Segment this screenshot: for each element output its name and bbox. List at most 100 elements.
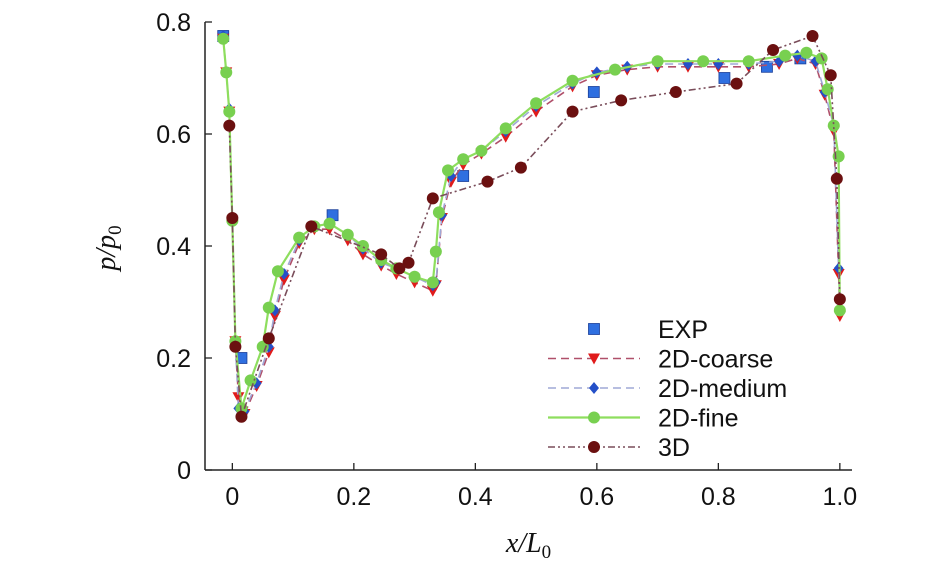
legend-item-exp: EXP: [588, 316, 708, 344]
data-point-3d: [830, 172, 843, 185]
data-point-3d: [393, 262, 406, 275]
data-point-2d-fine: [323, 217, 336, 230]
data-point-2d-fine: [609, 63, 622, 76]
data-point-2d-fine: [244, 374, 257, 387]
data-point-exp: [457, 170, 470, 182]
y-tick-label: 0.4: [156, 233, 191, 261]
legend-label: 3D: [658, 434, 690, 462]
data-point-3d: [566, 105, 579, 118]
data-point-2d-fine: [429, 245, 442, 258]
x-tick-label: 0.6: [579, 483, 614, 511]
legend-item-2d-fine: 2D-fine: [548, 405, 739, 433]
data-point-3d: [223, 119, 236, 132]
data-point-3d: [824, 69, 837, 82]
data-point-3d: [375, 248, 388, 261]
data-point-2d-coarse: [499, 131, 512, 143]
legend-label: 2D-coarse: [658, 346, 773, 374]
data-point-2d-fine: [432, 206, 445, 219]
legend-label: EXP: [658, 316, 708, 344]
y-tick-label: 0.2: [156, 345, 191, 373]
data-point-2d-fine: [220, 66, 233, 79]
data-point-2d-fine: [697, 55, 710, 68]
data-point-2d-fine: [779, 49, 792, 62]
data-point-2d-fine: [815, 52, 828, 65]
ticks: 0 0.2 0.4 0.6 0.8 1.0 0 0.2 0.4 0.6 0.8: [156, 9, 857, 511]
x-tick-label: 0.8: [701, 483, 736, 511]
series-exp: [217, 30, 807, 364]
y-tick-label: 0: [177, 457, 191, 485]
data-point-2d-fine: [217, 32, 230, 45]
data-point-3d: [730, 77, 743, 90]
x-tick-label: 0.4: [458, 483, 493, 511]
data-point-3d: [305, 220, 318, 233]
data-point-3d: [833, 293, 846, 306]
data-point-2d-fine: [356, 240, 369, 252]
data-point-3d: [514, 161, 527, 174]
legend-marker: [588, 323, 600, 335]
legend-marker: [589, 382, 599, 394]
series-line-3d: [228, 35, 841, 418]
y-axis-label-sub: 0: [105, 225, 126, 235]
data-point-3d: [229, 340, 242, 353]
y-tick-label: 0.8: [156, 9, 191, 37]
data-point-2d-fine: [256, 340, 269, 353]
data-point-3d: [262, 332, 275, 345]
plot-area: [217, 30, 846, 423]
data-point-3d: [402, 256, 415, 269]
x-tick-label: 0.2: [336, 483, 371, 511]
data-point-2d-fine: [566, 74, 579, 87]
data-point-2d-fine: [271, 265, 284, 278]
legend-label: 2D-medium: [658, 375, 787, 403]
legend-item-2d-medium: 2D-medium: [548, 375, 787, 403]
data-point-2d-fine: [341, 228, 354, 241]
data-point-2d-fine: [293, 231, 306, 244]
series-3d: [223, 30, 846, 423]
data-point-2d-coarse: [356, 249, 369, 261]
data-point-2d-fine: [499, 122, 512, 135]
x-axis-label-sub: 0: [542, 542, 552, 563]
data-point-2d-fine: [223, 105, 236, 118]
data-point-2d-coarse: [277, 274, 290, 286]
data-point-2d-fine: [800, 46, 813, 59]
x-tick-label: 0: [225, 483, 239, 511]
data-point-3d: [426, 192, 439, 205]
data-point-2d-fine: [408, 270, 421, 283]
data-point-2d-fine: [457, 153, 470, 166]
data-point-3d: [481, 175, 494, 188]
data-point-2d-fine: [651, 55, 664, 68]
data-point-2d-coarse: [445, 176, 458, 188]
data-point-3d: [767, 44, 780, 56]
data-point-2d-coarse: [232, 392, 245, 404]
data-point-exp: [761, 60, 773, 73]
x-axis-label-main: x/L: [505, 528, 542, 559]
data-point-exp: [587, 86, 600, 98]
legend-label: 2D-fine: [658, 405, 739, 433]
legend-item-3d: 3D: [548, 434, 690, 462]
x-axis-label: x/L0: [505, 528, 551, 563]
legend-marker: [588, 411, 600, 424]
legend-marker: [588, 441, 600, 453]
y-tick-label: 0.6: [156, 121, 191, 149]
data-point-3d: [226, 212, 239, 224]
y-axis-label: p/p0: [91, 225, 126, 272]
data-point-2d-medium: [713, 58, 724, 70]
data-point-2d-fine: [530, 97, 543, 110]
data-point-2d-fine: [827, 119, 840, 132]
legend-marker: [588, 353, 600, 365]
data-point-2d-fine: [742, 55, 755, 68]
data-point-3d: [235, 410, 248, 423]
y-axis-label-main: p/p: [91, 235, 122, 273]
legend-item-2d-coarse: 2D-coarse: [548, 346, 773, 374]
data-point-2d-fine: [833, 304, 846, 317]
data-point-2d-fine: [442, 164, 455, 177]
data-point-exp: [718, 72, 731, 84]
data-point-3d: [669, 86, 682, 98]
data-point-3d: [806, 30, 819, 42]
x-tick-label: 1.0: [822, 483, 857, 511]
data-point-3d: [615, 94, 628, 107]
data-point-2d-fine: [262, 301, 275, 314]
data-point-2d-medium: [682, 58, 693, 70]
data-point-2d-fine: [821, 83, 834, 96]
